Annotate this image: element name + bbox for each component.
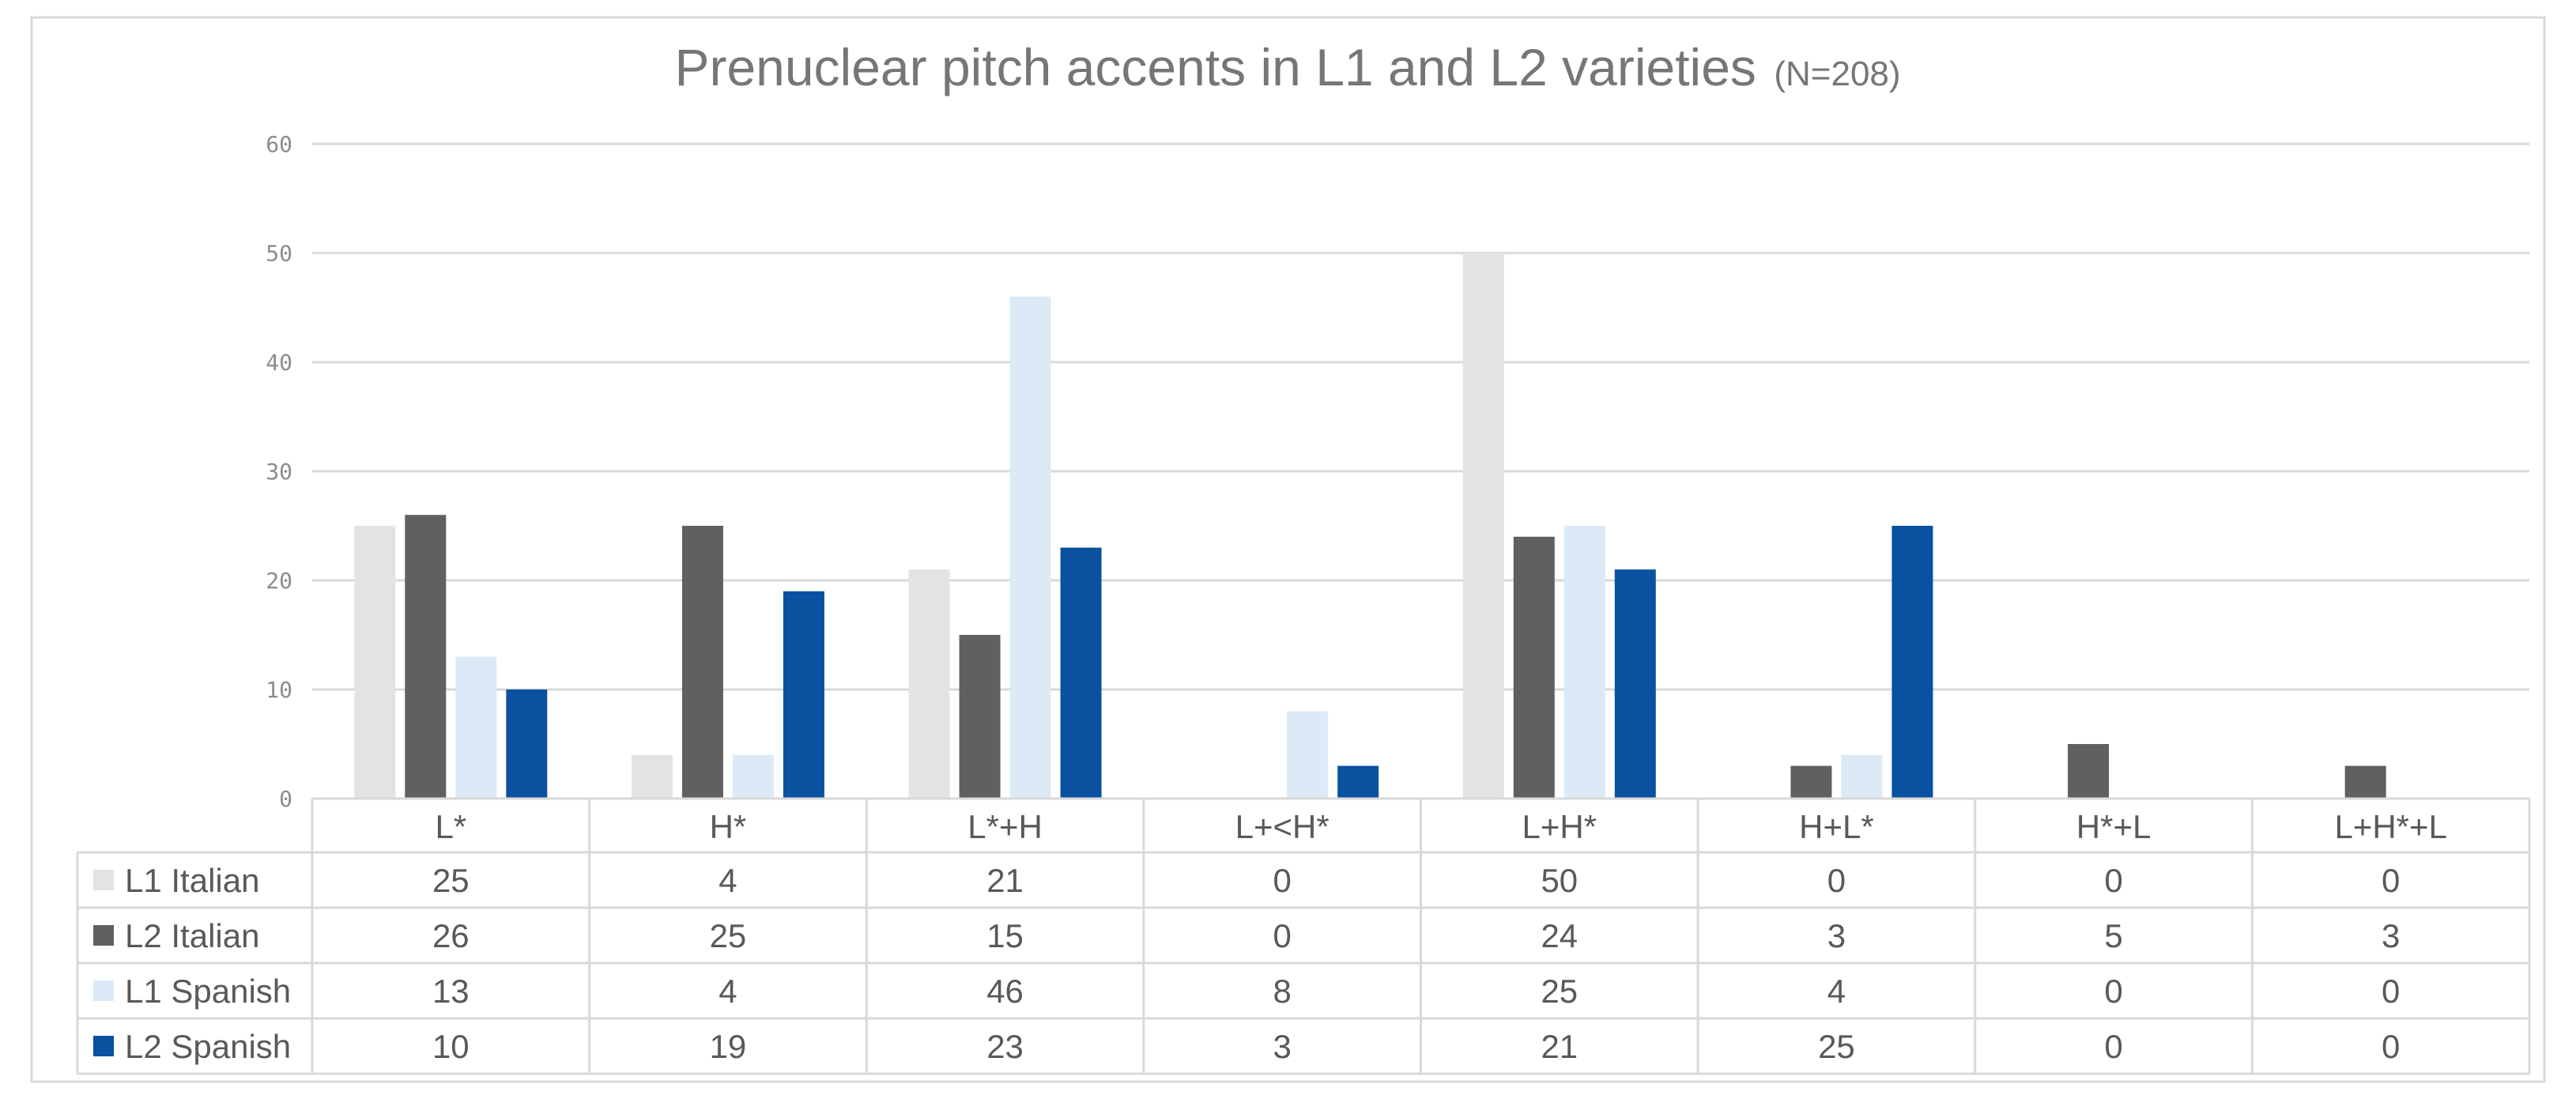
table-cell-l1-italian-8: 0 (2382, 862, 2400, 899)
bar-l1-spanish-1 (455, 656, 497, 799)
category-label-5: L+H* (1522, 808, 1597, 845)
bars (354, 253, 2386, 799)
legend-swatch-l2-spanish (93, 1036, 114, 1056)
bar-l1-spanish-4 (1287, 711, 1329, 799)
bar-l2-italian-7 (2068, 744, 2110, 799)
category-label-4: L+<H* (1235, 808, 1329, 845)
bar-l2-italian-2 (681, 526, 723, 799)
bar-l2-spanish-3 (1060, 547, 1102, 799)
y-tick-label: 0 (279, 786, 292, 812)
table-cell-l2-italian-8: 3 (2382, 917, 2400, 954)
legend-label-l2-spanish: L2 Spanish (125, 1028, 291, 1065)
table-cell-l2-italian-6: 3 (1827, 917, 1846, 954)
chart-title: Prenuclear pitch accents in L1 and L2 va… (674, 38, 1900, 96)
bar-l1-spanish-6 (1841, 754, 1883, 799)
table-cell-l1-italian-3: 21 (986, 862, 1024, 899)
bar-l2-spanish-6 (1891, 526, 1933, 799)
table-cell-l2-italian-3: 15 (986, 917, 1024, 954)
bar-l1-italian-3 (908, 569, 950, 799)
category-label-1: L* (435, 808, 466, 845)
table-cell-l1-spanish-5: 25 (1541, 973, 1578, 1010)
table-cell-l2-spanish-3: 23 (986, 1028, 1024, 1065)
bar-l2-spanish-5 (1614, 569, 1656, 799)
category-label-6: H+L* (1799, 808, 1874, 845)
bar-l1-spanish-3 (1009, 297, 1051, 799)
table-cell-l2-italian-2: 25 (710, 917, 747, 954)
bar-l1-italian-1 (354, 526, 396, 799)
y-tick-label: 20 (266, 568, 292, 594)
table-cell-l2-spanish-2: 19 (710, 1028, 747, 1065)
table-cell-l1-spanish-2: 4 (718, 973, 737, 1010)
table-cell-l2-spanish-5: 21 (1541, 1028, 1578, 1065)
legend-swatch-l2-italian (93, 925, 114, 946)
bar-l2-italian-5 (1513, 536, 1555, 799)
table-cell-l2-spanish-4: 3 (1273, 1028, 1292, 1065)
y-tick-label: 50 (266, 240, 292, 266)
category-label-7: H*+L (2076, 808, 2152, 845)
table-cell-l1-italian-7: 0 (2104, 862, 2122, 899)
table-cell-l1-spanish-8: 0 (2382, 973, 2400, 1010)
table-cell-l1-spanish-4: 8 (1273, 973, 1292, 1010)
table-cell-l1-spanish-6: 4 (1827, 973, 1846, 1010)
bar-l2-italian-1 (405, 515, 447, 799)
table-cell-l1-spanish-1: 13 (432, 973, 470, 1010)
chart-border (30, 16, 2546, 1083)
bar-l2-italian-3 (959, 635, 1001, 799)
bar-l1-italian-5 (1462, 253, 1504, 799)
data-table: L* H* L*+H L+<H* L+H* H+L* H*+L L+H*+L L1 Italia… (76, 797, 2531, 1075)
table-cell-l2-italian-4: 0 (1273, 917, 1292, 954)
chart-title-subtitle: (N=208) (1774, 55, 1900, 93)
table-cell-l1-italian-1: 25 (432, 862, 470, 899)
legend-label-l1-italian: L1 Italian (125, 862, 259, 899)
table-cell-l1-italian-4: 0 (1273, 862, 1292, 899)
table-cell-l2-italian-5: 24 (1541, 917, 1578, 954)
table-cell-l2-spanish-6: 25 (1818, 1028, 1855, 1065)
y-axis-tick-labels: 0 10 20 30 40 50 60 (266, 131, 292, 812)
category-label-8: L+H*+L (2334, 808, 2446, 845)
bar-l2-italian-8 (2344, 765, 2386, 799)
category-label-2: H* (710, 808, 747, 845)
bar-l2-italian-6 (1790, 765, 1832, 799)
bar-l2-spanish-1 (506, 689, 548, 799)
legend-swatch-l1-spanish (93, 980, 114, 1001)
legend-label-l1-spanish: L1 Spanish (125, 973, 291, 1010)
table-cell-l1-italian-2: 4 (718, 862, 737, 899)
bar-l1-spanish-5 (1563, 526, 1605, 799)
table-cell-l2-spanish-8: 0 (2382, 1028, 2400, 1065)
table-cell-l2-spanish-7: 0 (2104, 1028, 2122, 1065)
bar-l1-spanish-2 (732, 754, 774, 799)
legend-label-l2-italian: L2 Italian (125, 917, 259, 954)
category-label-3: L*+H (967, 808, 1043, 845)
table-cell-l1-italian-5: 50 (1541, 862, 1578, 899)
bar-l2-spanish-4 (1337, 765, 1379, 799)
table-cell-l2-italian-1: 26 (432, 917, 470, 954)
table-cell-l2-spanish-1: 10 (432, 1028, 470, 1065)
bar-l1-italian-2 (631, 754, 673, 799)
table-cell-l2-italian-7: 5 (2104, 917, 2122, 954)
chart-title-main: Prenuclear pitch accents in L1 and L2 va… (674, 38, 1756, 96)
table-cell-l1-spanish-7: 0 (2104, 973, 2122, 1010)
bar-l2-spanish-2 (783, 591, 824, 799)
y-tick-label: 10 (266, 677, 292, 703)
table-cell-l1-spanish-3: 46 (986, 973, 1024, 1010)
legend-swatch-l1-italian (93, 870, 114, 890)
y-tick-label: 30 (266, 459, 292, 485)
y-tick-label: 40 (266, 349, 292, 376)
y-tick-label: 60 (266, 131, 292, 157)
table-cell-l1-italian-6: 0 (1827, 862, 1846, 899)
